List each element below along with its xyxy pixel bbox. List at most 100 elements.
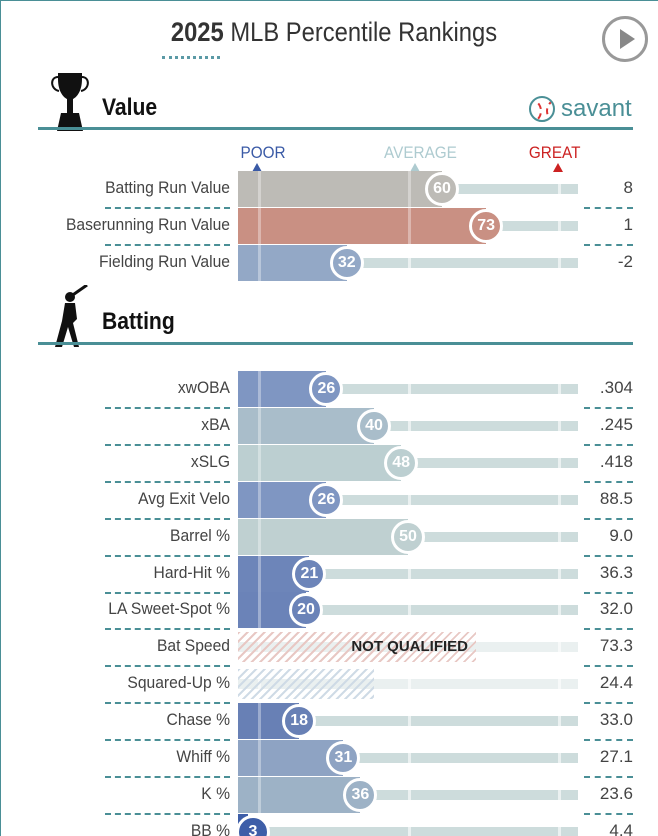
track-tick bbox=[408, 605, 411, 616]
row-separator bbox=[584, 207, 633, 209]
title-year: 2025 bbox=[170, 17, 224, 47]
bar-tick bbox=[258, 207, 262, 244]
bar-tick bbox=[258, 371, 262, 407]
bar-tick bbox=[258, 444, 262, 481]
great-marker-icon bbox=[553, 163, 563, 172]
row-separator bbox=[584, 517, 633, 520]
bar-tick bbox=[258, 740, 262, 776]
metric-value: 73.3 bbox=[599, 636, 633, 656]
row-separator bbox=[584, 628, 633, 631]
row-separator bbox=[584, 554, 633, 557]
average-marker-icon bbox=[410, 163, 420, 172]
row-separator bbox=[105, 207, 230, 209]
row-separator bbox=[584, 812, 633, 815]
row-separator bbox=[584, 776, 633, 778]
track-tick bbox=[557, 642, 561, 653]
savant-label: savant bbox=[561, 95, 632, 122]
track-tick bbox=[557, 220, 561, 231]
metric-value: 27.1 bbox=[599, 747, 633, 766]
row-separator bbox=[584, 591, 633, 594]
bar-tick bbox=[258, 776, 262, 813]
title-text: MLB Percentile Rankings bbox=[230, 17, 498, 47]
row-separator bbox=[584, 443, 633, 446]
row-separator bbox=[584, 739, 633, 742]
metric-value: 1 bbox=[623, 214, 633, 234]
row-separator bbox=[105, 517, 230, 520]
metric-value: 8 bbox=[623, 178, 633, 197]
scale-poor: POOR bbox=[240, 143, 286, 162]
metric-label: Hard-Hit % bbox=[153, 562, 230, 582]
row-separator bbox=[584, 480, 633, 483]
percentile-badge[interactable]: 31 bbox=[326, 741, 361, 775]
track-tick bbox=[557, 679, 561, 690]
percentile-badge[interactable]: 60 bbox=[425, 172, 459, 206]
percentile-badge[interactable]: 20 bbox=[289, 593, 323, 628]
bar-tick bbox=[258, 518, 262, 555]
percentile-badge[interactable]: 21 bbox=[292, 556, 327, 591]
percentile-bar bbox=[238, 407, 374, 444]
bar-tick bbox=[258, 244, 262, 281]
percentile-bar bbox=[238, 518, 408, 555]
percentile-badge[interactable]: 32 bbox=[329, 245, 364, 280]
percentile-badge[interactable]: 26 bbox=[309, 372, 344, 406]
percentile-badge[interactable]: 3 bbox=[236, 814, 270, 836]
track-tick bbox=[408, 568, 411, 579]
percentile-badge[interactable]: 36 bbox=[343, 777, 378, 812]
bar-tick bbox=[408, 171, 411, 207]
metric-label: Batting Run Value bbox=[105, 178, 230, 197]
percentile-bar bbox=[238, 171, 442, 207]
savant-logo[interactable]: savant bbox=[529, 95, 632, 123]
metric-label: Fielding Run Value bbox=[99, 251, 231, 271]
percentile-badge[interactable]: 73 bbox=[469, 208, 504, 243]
bar-tick bbox=[408, 207, 411, 244]
percentile-badge[interactable]: 48 bbox=[384, 445, 419, 480]
title-underline bbox=[162, 56, 220, 59]
metric-value: 88.5 bbox=[599, 488, 633, 508]
scale-great: GREAT bbox=[528, 143, 581, 162]
track-tick bbox=[557, 531, 561, 542]
percentile-bar bbox=[238, 776, 361, 813]
track-tick bbox=[408, 494, 411, 505]
percentile-badge[interactable]: 40 bbox=[357, 408, 391, 443]
track-tick bbox=[408, 384, 411, 394]
trophy-icon bbox=[51, 73, 89, 131]
metric-value: 4.4 bbox=[609, 820, 633, 836]
track-tick bbox=[408, 826, 411, 836]
metric-label: Bat Speed bbox=[156, 636, 230, 656]
metric-label: Avg Exit Velo bbox=[138, 488, 230, 508]
play-button[interactable] bbox=[602, 16, 648, 62]
row-separator bbox=[105, 443, 230, 446]
metric-value: .245 bbox=[599, 414, 633, 434]
page-title: 2025 MLB Percentile Rankings bbox=[41, 17, 627, 48]
percentile-badge[interactable]: 26 bbox=[309, 482, 344, 517]
not-qualified-bar bbox=[238, 632, 476, 663]
metric-label: BB % bbox=[190, 820, 230, 836]
track-tick bbox=[408, 789, 411, 800]
row-separator bbox=[584, 665, 633, 668]
percentile-badge[interactable]: 50 bbox=[391, 519, 425, 554]
row-separator bbox=[105, 776, 230, 778]
percentile-bar bbox=[238, 244, 347, 281]
bar-tick bbox=[258, 555, 262, 592]
track-tick bbox=[408, 420, 411, 431]
scale-average: AVERAGE bbox=[384, 143, 457, 162]
row-separator bbox=[105, 702, 230, 705]
track-tick bbox=[557, 568, 561, 579]
percentile-bar bbox=[238, 207, 487, 244]
row-separator bbox=[584, 702, 633, 705]
batter-icon bbox=[55, 285, 88, 347]
not-qualified-label: NOT QUALIFIED bbox=[351, 638, 468, 656]
row-separator bbox=[105, 591, 230, 594]
track-tick bbox=[557, 494, 561, 505]
row-separator bbox=[584, 407, 633, 409]
row-separator bbox=[105, 628, 230, 631]
track-tick bbox=[557, 384, 561, 394]
metric-label: Whiff % bbox=[176, 747, 230, 766]
row-separator bbox=[105, 407, 230, 409]
metric-label: Chase % bbox=[166, 710, 230, 730]
metric-value: 32.0 bbox=[599, 599, 633, 619]
bar-tick bbox=[258, 592, 262, 629]
row-separator bbox=[105, 812, 230, 815]
percentile-badge[interactable]: 18 bbox=[282, 704, 317, 739]
